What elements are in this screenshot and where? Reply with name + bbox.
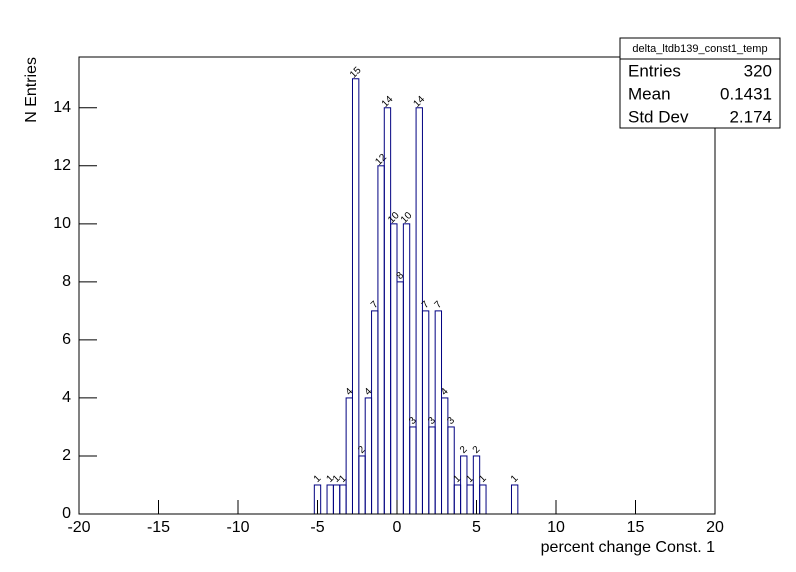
stats-title: delta_ltdb139_const1_temp xyxy=(632,43,767,55)
x-tick-label: 5 xyxy=(472,519,481,536)
y-tick-label: 6 xyxy=(62,331,71,348)
stats-label: Mean xyxy=(628,84,671,103)
x-tick-label: 10 xyxy=(547,519,565,536)
stats-label: Std Dev xyxy=(628,107,689,126)
y-tick-label: 14 xyxy=(53,99,71,116)
x-tick-label: -10 xyxy=(226,519,249,536)
y-tick-label: 10 xyxy=(53,215,71,232)
y-axis-label: N Entries xyxy=(23,57,40,123)
y-tick-label: 8 xyxy=(62,273,71,290)
x-tick-label: 20 xyxy=(706,519,724,536)
x-tick-label: 0 xyxy=(393,519,402,536)
stats-value: 0.1431 xyxy=(720,84,772,103)
stats-value: 320 xyxy=(744,61,772,80)
y-tick-label: 0 xyxy=(62,505,71,522)
y-tick-label: 12 xyxy=(53,157,71,174)
y-tick-label: 2 xyxy=(62,447,71,464)
stats-value: 2.174 xyxy=(729,107,772,126)
x-tick-label: -15 xyxy=(147,519,170,536)
x-tick-label: 15 xyxy=(627,519,645,536)
x-tick-label: -20 xyxy=(67,519,90,536)
stats-label: Entries xyxy=(628,61,681,80)
x-tick-label: -5 xyxy=(310,519,324,536)
y-tick-label: 4 xyxy=(62,389,71,406)
x-axis-label: percent change Const. 1 xyxy=(541,539,715,556)
stats-box xyxy=(619,58,781,129)
